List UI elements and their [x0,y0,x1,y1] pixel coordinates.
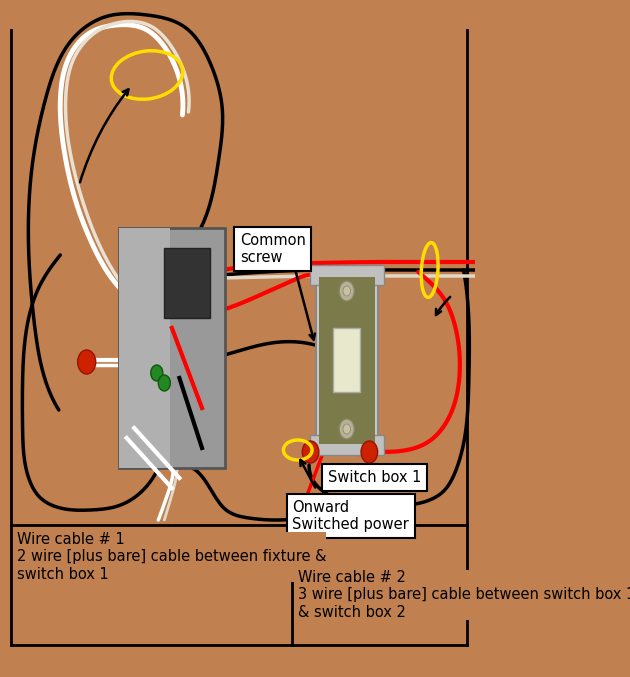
Text: Common
screw: Common screw [239,233,306,265]
Circle shape [158,375,170,391]
Circle shape [361,441,377,463]
Text: Onward
Switched power: Onward Switched power [292,500,410,532]
Circle shape [77,350,96,374]
Circle shape [151,365,163,381]
FancyBboxPatch shape [333,328,360,392]
Circle shape [302,441,319,463]
FancyBboxPatch shape [164,248,210,318]
Circle shape [343,424,350,434]
FancyBboxPatch shape [119,228,169,468]
FancyBboxPatch shape [319,277,375,444]
Circle shape [343,286,350,296]
Circle shape [339,419,354,439]
FancyBboxPatch shape [316,273,377,448]
Text: Switch box 1: Switch box 1 [328,470,421,485]
FancyBboxPatch shape [310,265,384,285]
Text: Wire cable # 2
3 wire [plus bare] cable between switch box 1
& switch box 2: Wire cable # 2 3 wire [plus bare] cable … [298,570,630,620]
Text: Wire cable # 1
2 wire [plus bare] cable between fixture &
switch box 1: Wire cable # 1 2 wire [plus bare] cable … [16,532,326,582]
Circle shape [339,281,354,301]
FancyBboxPatch shape [310,435,384,455]
FancyBboxPatch shape [119,228,225,468]
